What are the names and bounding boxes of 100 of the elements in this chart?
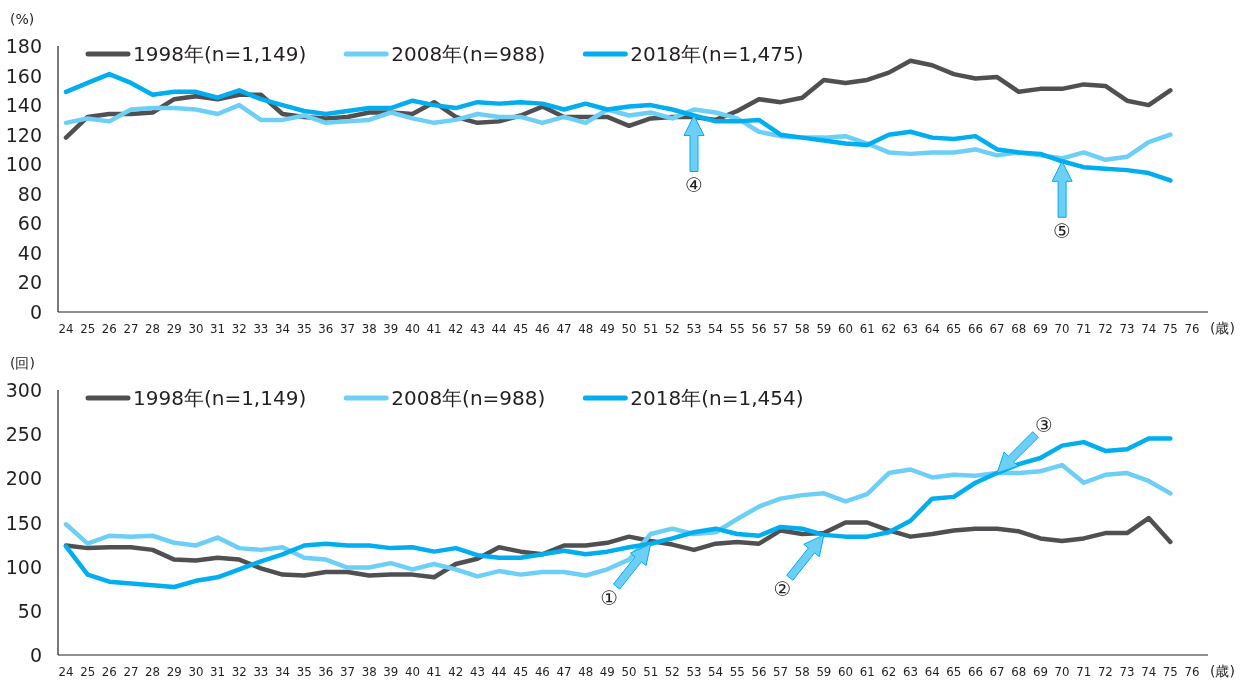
- x-tick-label: 65: [946, 321, 963, 336]
- y-axis-title: (回): [10, 355, 35, 371]
- x-tick-label: 63: [903, 321, 920, 336]
- x-tick-label: 59: [816, 664, 833, 679]
- x-tick-label: 50: [621, 321, 639, 336]
- x-tick-label: 71: [1076, 321, 1093, 336]
- x-tick-label: 71: [1076, 664, 1093, 679]
- x-tick-label: 31: [210, 321, 227, 336]
- x-tick-label: 27: [123, 664, 141, 679]
- x-tick-label: 29: [166, 321, 184, 336]
- x-tick-label: 44: [491, 664, 509, 679]
- y-tick-label: 50: [17, 599, 42, 622]
- x-tick-label: 62: [881, 321, 898, 336]
- x-tick-label: 26: [101, 321, 119, 336]
- x-tick-label: 25: [80, 321, 97, 336]
- y-tick-label: 80: [17, 182, 42, 205]
- x-tick-label: 42: [448, 321, 465, 336]
- x-tick-label: 66: [967, 321, 985, 336]
- x-tick-label: 49: [599, 321, 617, 336]
- x-tick-label: 31: [210, 664, 227, 679]
- legend-label: 1998年(n=1,149): [133, 42, 307, 66]
- x-tick-label: 37: [340, 664, 357, 679]
- x-tick-label: 32: [231, 664, 249, 679]
- x-tick-label: 32: [231, 321, 249, 336]
- x-tick-label: 55: [729, 664, 747, 679]
- x-tick-label: 45: [513, 321, 530, 336]
- x-tick-label: 37: [340, 321, 357, 336]
- x-tick-label: 63: [903, 664, 920, 679]
- x-tick-label: 65: [946, 664, 963, 679]
- x-tick-label: 48: [578, 321, 595, 336]
- x-tick-label: 76: [1184, 664, 1202, 679]
- y-tick-label: 0: [29, 301, 42, 323]
- x-tick-label: 60: [838, 321, 855, 336]
- x-tick-label: 41: [426, 321, 444, 336]
- x-tick-label: 52: [664, 321, 682, 336]
- x-tick-label: 72: [1097, 321, 1115, 336]
- x-tick-label: 53: [686, 321, 704, 336]
- y-tick-label: 60: [17, 212, 42, 235]
- x-tick-label: 24: [58, 321, 76, 336]
- y-tick-label: 120: [5, 123, 42, 146]
- x-tick-label: 66: [967, 664, 985, 679]
- x-tick-label: 34: [275, 664, 292, 679]
- y-tick-label: 20: [17, 271, 42, 294]
- legend-label: 2008年(n=988): [391, 386, 546, 410]
- x-tick-label: 58: [794, 664, 812, 679]
- x-tick-label: 43: [469, 664, 487, 679]
- x-tick-label: 59: [816, 321, 833, 336]
- x-tick-label: 60: [838, 664, 855, 679]
- x-tick-label: 52: [664, 664, 682, 679]
- x-tick-label: 69: [1032, 321, 1050, 336]
- x-tick-label: 30: [188, 664, 205, 679]
- x-tick-label: 27: [123, 321, 141, 336]
- x-tick-label: 57: [773, 664, 790, 679]
- x-tick-label: 67: [989, 664, 1007, 679]
- x-tick-label: 73: [1119, 321, 1137, 336]
- x-tick-label: 61: [859, 664, 877, 679]
- x-tick-label: 62: [881, 664, 898, 679]
- legend-label: 2008年(n=988): [391, 42, 546, 66]
- legend-label: 1998年(n=1,149): [133, 386, 307, 410]
- x-tick-label: 38: [361, 321, 379, 336]
- x-axis-title: (歳): [1210, 320, 1235, 336]
- y-tick-label: 200: [5, 467, 42, 490]
- x-tick-label: 46: [534, 321, 552, 336]
- annotation: ⑤: [1053, 219, 1072, 244]
- annotation: ③: [1035, 412, 1053, 437]
- y-tick-label: 150: [5, 511, 42, 534]
- x-tick-label: 53: [686, 664, 704, 679]
- legend-label: 2018年(n=1,454): [630, 386, 804, 410]
- x-tick-label: 35: [296, 664, 314, 679]
- x-tick-label: 45: [513, 664, 530, 679]
- x-tick-label: 33: [253, 664, 270, 679]
- x-tick-label: 70: [1054, 664, 1072, 679]
- x-tick-label: 67: [989, 321, 1007, 336]
- x-tick-label: 73: [1119, 664, 1137, 679]
- x-tick-label: 25: [80, 664, 97, 679]
- x-tick-label: 33: [253, 321, 270, 336]
- x-tick-label: 46: [534, 664, 552, 679]
- x-tick-label: 34: [275, 321, 292, 336]
- x-tick-label: 50: [621, 664, 639, 679]
- x-axis-title: (歳): [1210, 663, 1235, 679]
- x-tick-label: 68: [1011, 664, 1028, 679]
- annotation: ④: [684, 173, 703, 198]
- x-tick-label: 28: [145, 664, 162, 679]
- y-tick-label: 160: [5, 64, 42, 87]
- x-tick-label: 74: [1141, 664, 1158, 679]
- y-tick-label: 180: [5, 35, 42, 57]
- y-tick-label: 140: [5, 94, 42, 117]
- x-tick-label: 57: [773, 321, 790, 336]
- x-tick-label: 64: [924, 664, 942, 679]
- x-tick-label: 44: [491, 321, 509, 336]
- x-tick-label: 51: [643, 321, 660, 336]
- y-tick-label: 250: [5, 423, 42, 446]
- annotation: ①: [600, 585, 619, 610]
- x-tick-label: 43: [469, 321, 487, 336]
- x-tick-label: 36: [318, 664, 335, 679]
- annotation: ②: [773, 576, 792, 601]
- x-tick-label: 69: [1032, 664, 1050, 679]
- x-tick-label: 75: [1162, 664, 1180, 679]
- y-tick-label: 0: [29, 644, 42, 666]
- x-tick-label: 58: [794, 321, 812, 336]
